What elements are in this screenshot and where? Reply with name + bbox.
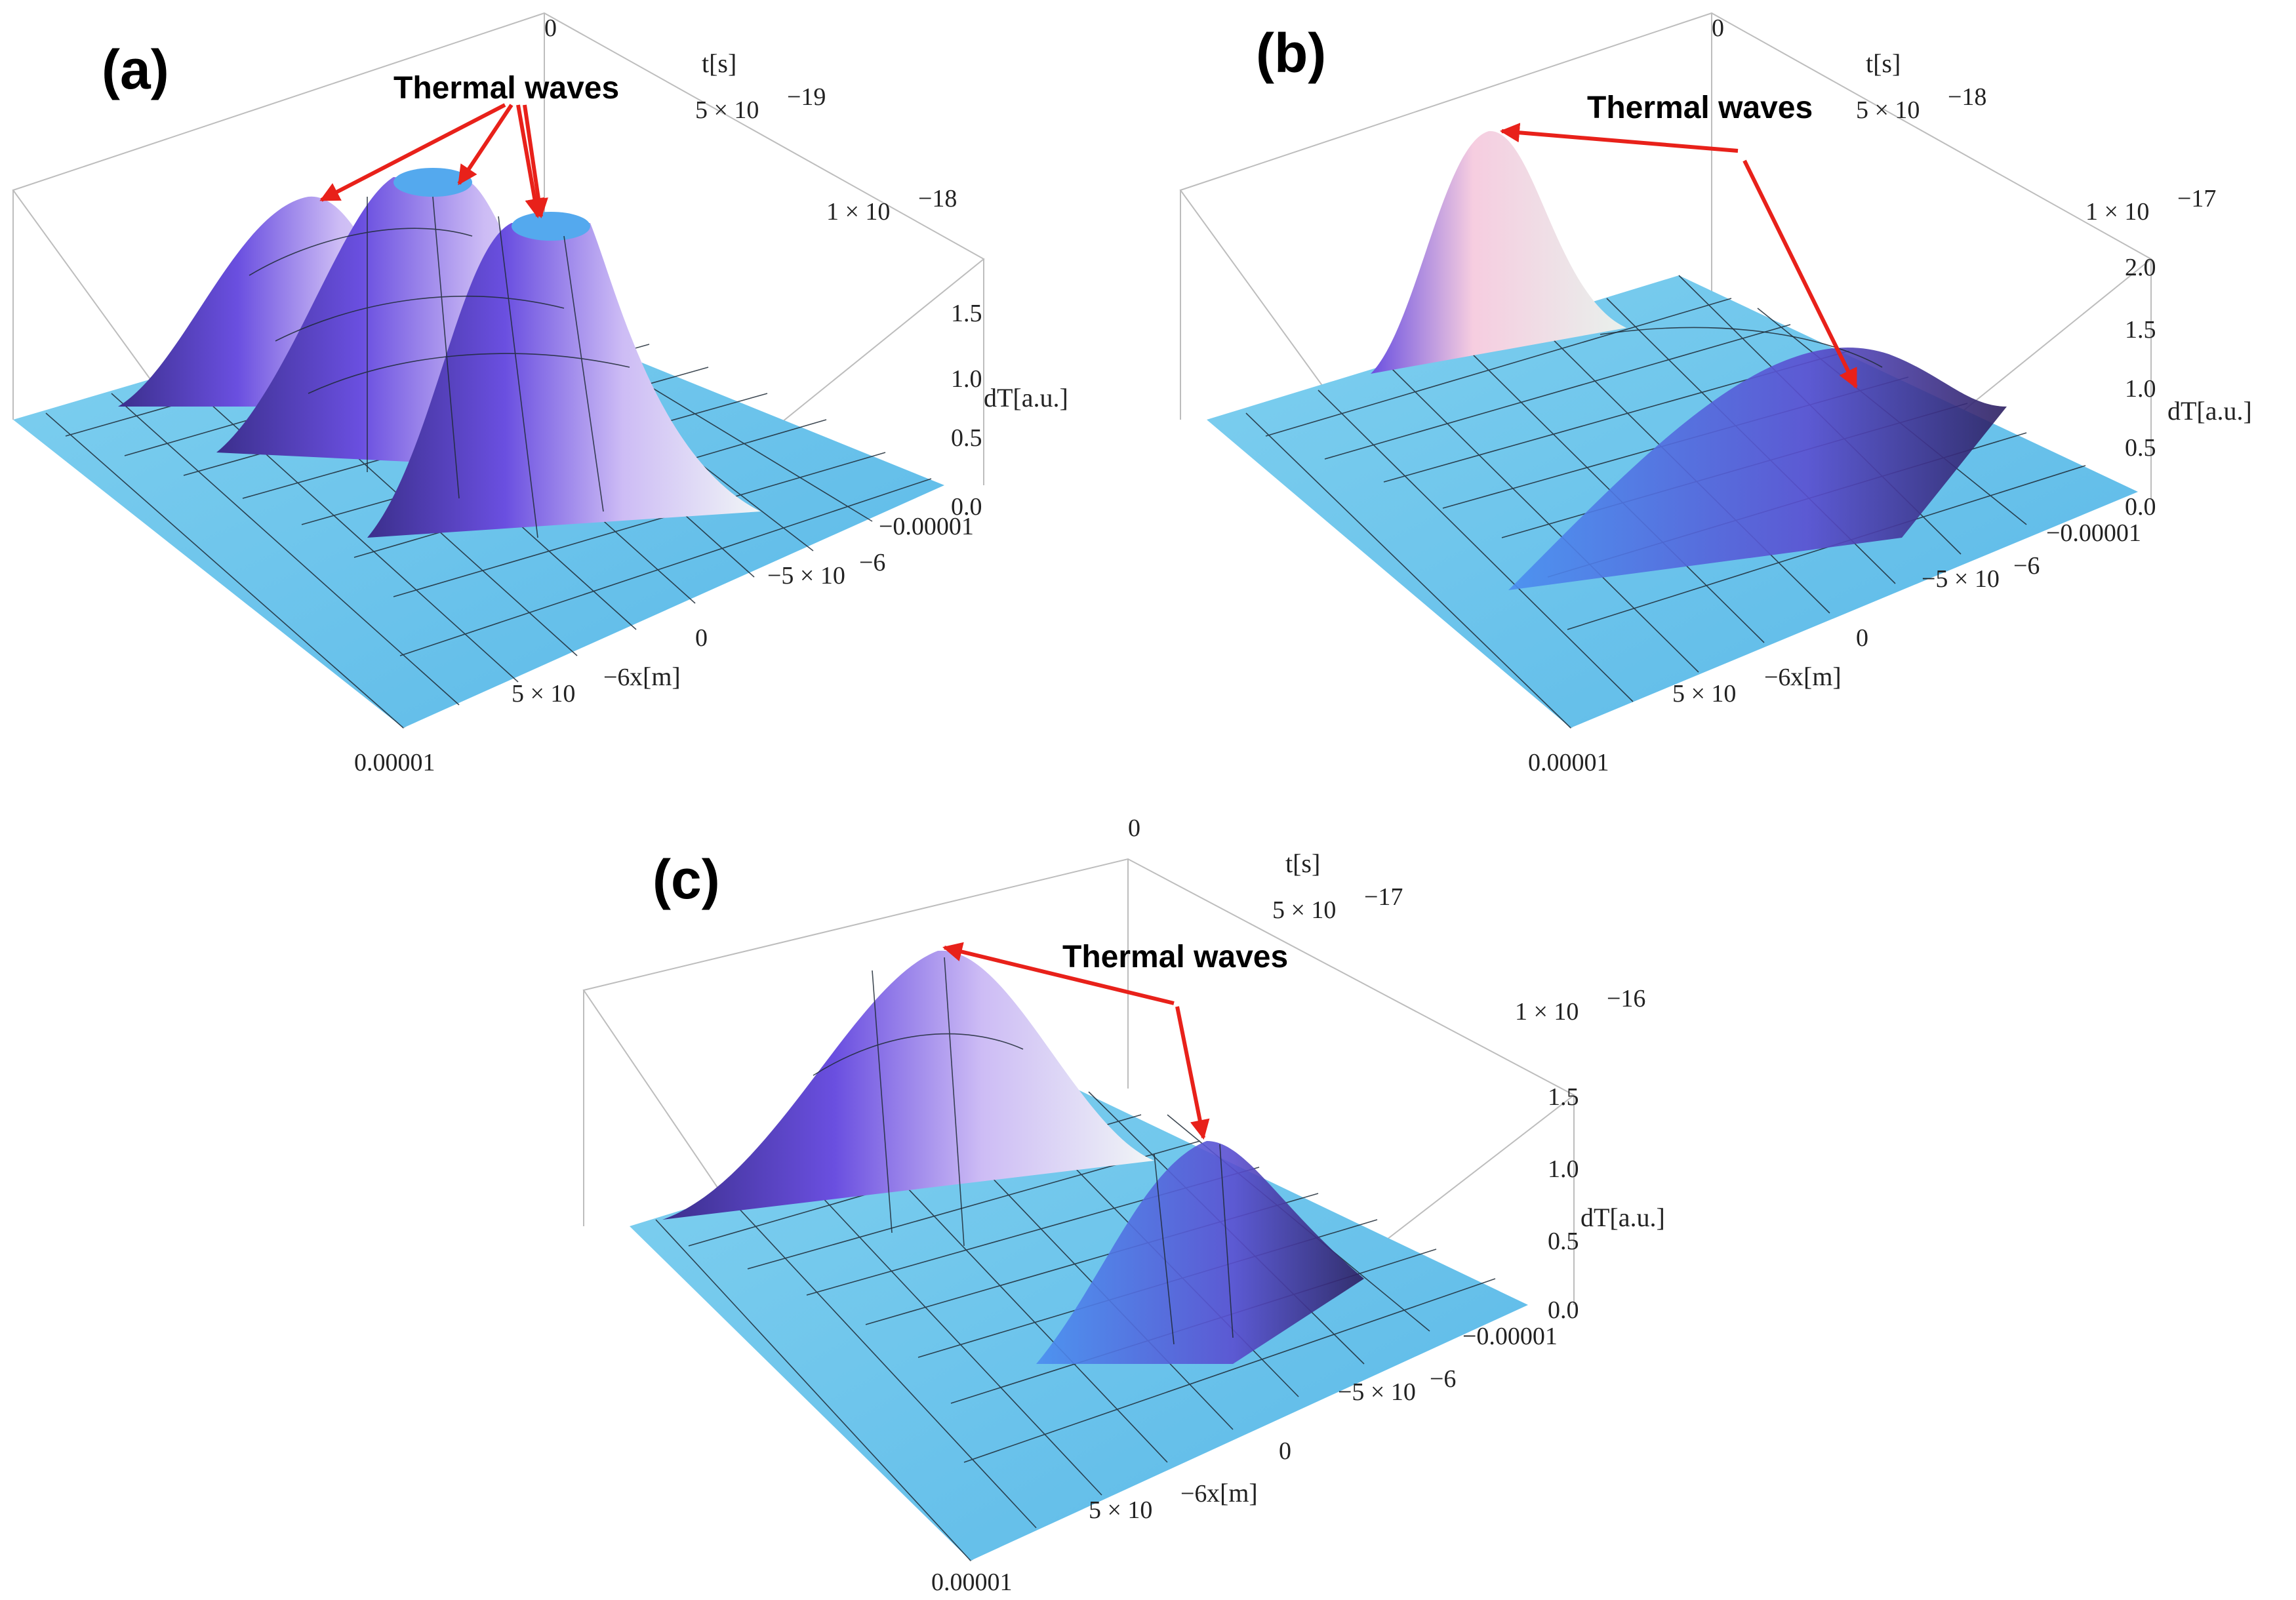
panel-b-z-tick-1: 0.5 <box>2125 434 2156 462</box>
panel-c-x-tick-3: 5 × 10 <box>1089 1496 1152 1524</box>
panel-a-x-tick-4: 0.00001 <box>354 749 435 776</box>
panel-b-x-tick-2: 0 <box>1856 624 1868 652</box>
panel-a-t-tick-2: 1 × 10 <box>826 198 890 226</box>
panel-a-cap-3 <box>512 212 590 241</box>
panel-a-cap-2 <box>393 168 472 197</box>
panel-b: (b) Thermal waves 0 t[s] 5 × 10 −18 1 × … <box>1179 12 2252 776</box>
panel-c: (c) Thermal waves 0 t[s] 5 × 10 −17 1 × … <box>582 814 1665 1596</box>
panel-a-t-tick-1: 5 × 10 <box>695 96 759 124</box>
panel-c-x-tick-4: 0.00001 <box>931 1569 1013 1596</box>
panel-c-x-exp-1: −6 <box>1430 1365 1456 1393</box>
panel-a-x-tick-1: −5 × 10 <box>767 562 845 590</box>
panel-c-label: (c) <box>653 849 720 910</box>
panel-a-t-label: t[s] <box>702 49 736 78</box>
panel-b-x-tick-0: −0.00001 <box>2046 519 2141 547</box>
panel-a-z-tick-1: 0.5 <box>951 424 982 452</box>
panel-b-x-label: x[m] <box>1790 662 1842 691</box>
panel-c-z-tick-1: 0.5 <box>1548 1228 1579 1255</box>
panel-b-t-tick-2: 1 × 10 <box>2085 198 2149 226</box>
panel-b-x-tick-1: −5 × 10 <box>1922 565 2000 593</box>
panel-c-t-exp-2: −16 <box>1607 985 1645 1012</box>
panel-b-x-tick-4: 0.00001 <box>1528 749 1609 776</box>
panel-b-z-label: dT[a.u.] <box>2167 396 2252 426</box>
panel-c-x-tick-1: −5 × 10 <box>1338 1378 1416 1406</box>
panel-c-z-tick-2: 1.0 <box>1548 1155 1579 1183</box>
panel-b-t-tick-0: 0 <box>1712 14 1724 42</box>
panel-a-annotation: Thermal waves <box>393 71 619 106</box>
panel-c-wave-2 <box>1036 1141 1364 1364</box>
panel-a-t-exp-1: −19 <box>787 83 826 111</box>
panel-a-t-tick-0: 0 <box>544 14 557 42</box>
panel-a-x-tick-0: −0.00001 <box>879 513 974 540</box>
panel-c-t-exp-1: −17 <box>1364 883 1403 911</box>
panel-a-x-exp-1: −6 <box>859 549 885 576</box>
panel-c-z-label: dT[a.u.] <box>1581 1203 1665 1232</box>
panel-a-z-tick-0: 0.0 <box>951 493 982 521</box>
panel-b-t-exp-2: −17 <box>2177 185 2216 212</box>
panel-c-annotation: Thermal waves <box>1062 940 1288 974</box>
panel-a-label: (a) <box>102 39 169 100</box>
panel-a-z-tick-2: 1.0 <box>951 365 982 393</box>
panel-b-t-label: t[s] <box>1866 49 1901 78</box>
panel-c-wave-1 <box>662 950 1154 1220</box>
panel-c-t-tick-2: 1 × 10 <box>1515 998 1579 1026</box>
panel-b-annotation: Thermal waves <box>1587 90 1813 125</box>
panel-c-x-tick-0: −0.00001 <box>1462 1323 1558 1350</box>
panel-b-z-tick-2: 1.0 <box>2125 375 2156 403</box>
panel-a-x-tick-2: 0 <box>695 624 708 652</box>
panel-c-t-label: t[s] <box>1285 849 1320 878</box>
panel-a-t-exp-2: −18 <box>918 185 957 212</box>
panel-b-t-exp-1: −18 <box>1948 83 1986 111</box>
panel-c-t-tick-0: 0 <box>1128 814 1140 842</box>
panel-a-z-tick-3: 1.5 <box>951 300 982 327</box>
panel-b-t-tick-1: 5 × 10 <box>1856 96 1920 124</box>
panel-c-x-exp-3: −6 <box>1180 1480 1207 1508</box>
panel-a: (a) Thermal waves 0 t[s] 5 × 10 −19 1 × … <box>12 12 1068 776</box>
panel-b-x-tick-3: 5 × 10 <box>1672 680 1736 708</box>
panel-c-t-tick-1: 5 × 10 <box>1272 896 1336 924</box>
panel-a-z-label: dT[a.u.] <box>984 383 1068 412</box>
panel-b-wave-1 <box>1371 130 1626 374</box>
panel-a-x-exp-3: −6 <box>603 664 630 691</box>
panel-a-x-label: x[m] <box>630 662 681 691</box>
panel-b-z-tick-0: 0.0 <box>2125 493 2156 521</box>
panel-b-z-tick-3: 1.5 <box>2125 316 2156 344</box>
panel-a-wave-3 <box>367 223 761 538</box>
panel-a-x-tick-3: 5 × 10 <box>512 680 575 708</box>
panel-b-x-exp-3: −6 <box>1764 664 1790 691</box>
panel-b-x-exp-1: −6 <box>2013 552 2040 580</box>
panel-b-ridge <box>1508 347 2007 590</box>
panel-c-z-tick-0: 0.0 <box>1548 1296 1579 1324</box>
panel-c-z-tick-3: 1.5 <box>1548 1083 1579 1111</box>
panel-b-label: (b) <box>1256 22 1326 84</box>
panel-c-x-tick-2: 0 <box>1279 1437 1291 1465</box>
panel-c-x-label: x[m] <box>1207 1478 1258 1508</box>
panel-b-z-tick-4: 2.0 <box>2125 254 2156 281</box>
